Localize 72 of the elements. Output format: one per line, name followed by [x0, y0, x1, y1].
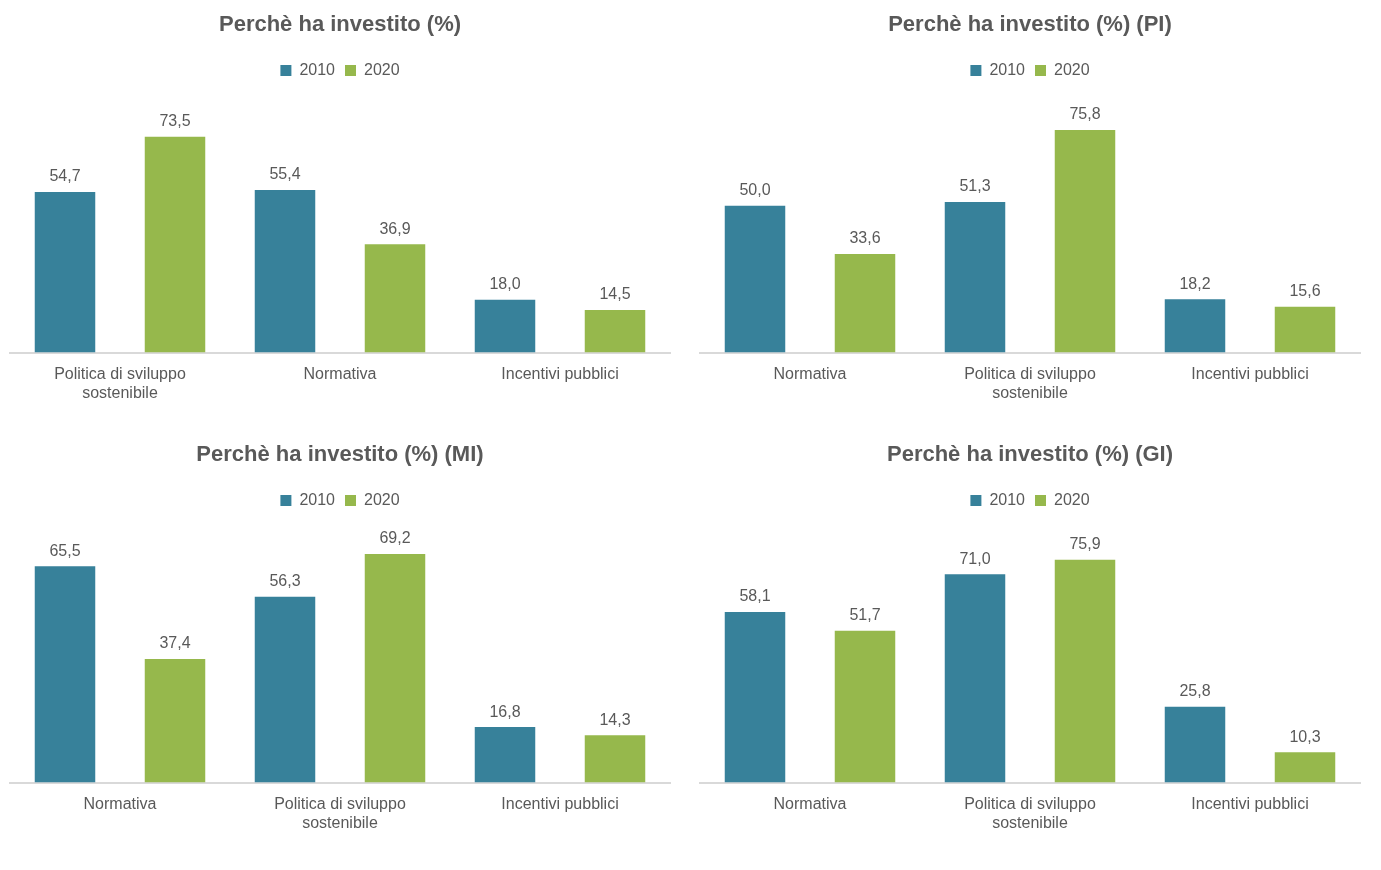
data-label: 36,9	[379, 219, 411, 237]
legend-label: 2010	[989, 60, 1026, 78]
data-label: 75,8	[1069, 105, 1101, 123]
chart-title: Perchè ha investito (%) (MI)	[196, 441, 484, 467]
data-label: 75,9	[1069, 535, 1101, 553]
x-tick-label: Politica di sviluppo sostenibile	[274, 794, 406, 831]
data-label: 58,1	[739, 587, 771, 605]
x-tick-label: Politica di sviluppo sostenibile	[964, 794, 1096, 831]
data-label: 69,2	[379, 529, 411, 547]
data-label: 50,0	[739, 181, 771, 199]
bar	[834, 253, 896, 353]
data-label: 10,3	[1289, 727, 1321, 745]
x-tick-label: Politica di sviluppo sostenibile	[54, 364, 186, 401]
data-label: 14,5	[599, 285, 631, 303]
data-label: 15,6	[1289, 282, 1321, 300]
bar	[1274, 752, 1336, 783]
data-label: 51,7	[849, 606, 881, 624]
data-label: 33,6	[849, 229, 881, 247]
bar	[364, 244, 426, 353]
bar	[474, 727, 536, 783]
x-tick-label: Incentivi pubblici	[501, 794, 619, 812]
legend-label: 2010	[299, 60, 336, 78]
x-tick-label: Incentivi pubblici	[1191, 794, 1309, 812]
legend-label: 2020	[1054, 490, 1090, 508]
bar	[254, 189, 316, 353]
legend-label: 2010	[299, 490, 336, 508]
data-label: 18,0	[489, 275, 521, 293]
bar	[474, 299, 536, 353]
bar	[944, 574, 1006, 783]
data-label: 37,4	[159, 634, 191, 652]
legend-label: 2020	[364, 60, 400, 78]
bar	[144, 136, 206, 353]
x-tick-label: Politica di sviluppo sostenibile	[964, 364, 1096, 401]
bar	[724, 612, 786, 783]
bar	[34, 192, 96, 353]
data-label: 16,8	[489, 702, 521, 720]
bar	[1274, 306, 1336, 353]
data-label: 65,5	[49, 541, 81, 559]
legend-label: 2010	[989, 490, 1026, 508]
bar	[144, 659, 206, 783]
x-tick-label: Normativa	[773, 364, 847, 382]
bar	[1164, 706, 1226, 783]
bar	[834, 630, 896, 783]
bar	[1054, 130, 1116, 353]
data-label: 71,0	[959, 549, 991, 567]
x-tick-label: Normativa	[773, 794, 847, 812]
bar	[724, 205, 786, 353]
bar	[254, 596, 316, 783]
chart-title: Perchè ha investito (%) (PI)	[888, 11, 1172, 37]
chart-title: Perchè ha investito (%)	[218, 11, 462, 37]
data-label: 55,4	[269, 165, 301, 183]
data-label: 14,3	[599, 710, 631, 728]
data-label: 56,3	[269, 572, 301, 590]
data-label: 18,2	[1179, 274, 1211, 292]
data-label: 51,3	[959, 177, 991, 195]
bar	[34, 566, 96, 783]
x-tick-label: Normativa	[83, 794, 157, 812]
bar	[944, 202, 1006, 353]
x-tick-label: Incentivi pubblici	[1191, 364, 1309, 382]
bar	[1164, 299, 1226, 353]
x-tick-label: Incentivi pubblici	[501, 364, 619, 382]
legend-label: 2020	[364, 490, 400, 508]
data-label: 54,7	[49, 167, 81, 185]
x-tick-label: Normativa	[303, 364, 377, 382]
bar	[584, 735, 646, 783]
bar	[584, 310, 646, 353]
data-label: 25,8	[1179, 682, 1211, 700]
legend-label: 2020	[1054, 60, 1090, 78]
data-label: 73,5	[159, 112, 191, 130]
bar	[1054, 559, 1116, 783]
bar	[364, 554, 426, 783]
chart-title: Perchè ha investito (%) (GI)	[886, 441, 1174, 467]
